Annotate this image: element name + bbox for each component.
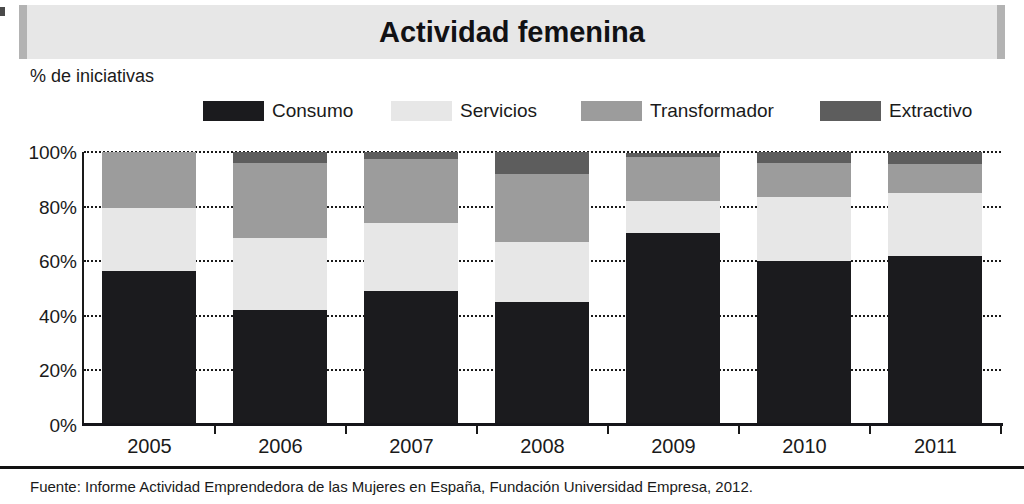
bar-2009 bbox=[626, 153, 720, 425]
x-axis-tick bbox=[738, 426, 740, 434]
legend-label: Transformador bbox=[650, 100, 774, 122]
bar-2011 bbox=[888, 152, 982, 425]
bar-segment-servicios-2007 bbox=[364, 223, 458, 291]
bar-segment-extractivo-2006 bbox=[233, 152, 327, 163]
bar-2010 bbox=[757, 152, 851, 425]
legend-label: Consumo bbox=[272, 100, 353, 122]
bar-segment-transformador-2011 bbox=[888, 164, 982, 193]
bar-slot-2007 bbox=[346, 152, 477, 425]
bar-segment-transformador-2005 bbox=[102, 152, 196, 208]
x-label-2005: 2005 bbox=[84, 435, 215, 458]
x-label-2009: 2009 bbox=[608, 435, 739, 458]
y-axis-title: % de iniciativas bbox=[30, 66, 154, 87]
bar-segment-extractivo-2007 bbox=[364, 152, 458, 159]
bar-segment-servicios-2005 bbox=[102, 208, 196, 271]
legend-swatch-consumo bbox=[203, 101, 264, 121]
bar-segment-consumo-2011 bbox=[888, 256, 982, 425]
legend-item-servicios: Servicios bbox=[391, 99, 537, 123]
bar-slot-2006 bbox=[215, 152, 346, 425]
bar-segment-consumo-2010 bbox=[757, 261, 851, 425]
bar-slot-2010 bbox=[739, 152, 870, 425]
title-banner: Actividad femenina bbox=[19, 5, 1005, 59]
banner-left-cap bbox=[19, 5, 27, 59]
footer-divider bbox=[0, 466, 1024, 469]
bar-segment-transformador-2008 bbox=[495, 174, 589, 242]
bar-segment-extractivo-2009 bbox=[626, 153, 720, 158]
x-axis-tick bbox=[607, 426, 609, 434]
legend-item-transformador: Transformador bbox=[581, 99, 774, 123]
page-title: Actividad femenina bbox=[19, 5, 1005, 59]
x-axis-tick bbox=[476, 426, 478, 434]
bar-2007 bbox=[364, 152, 458, 425]
y-tick-label: 60% bbox=[0, 251, 77, 273]
bar-segment-consumo-2005 bbox=[102, 271, 196, 425]
legend-label: Extractivo bbox=[889, 100, 972, 122]
bar-slot-2009 bbox=[608, 152, 739, 425]
bar-slot-2011 bbox=[870, 152, 1001, 425]
page: Actividad femenina % de iniciativas Cons… bbox=[0, 0, 1024, 504]
y-axis-tick-labels: 0%20%40%60%80%100% bbox=[0, 152, 77, 425]
bar-segment-transformador-2010 bbox=[757, 163, 851, 197]
bar-segment-transformador-2006 bbox=[233, 163, 327, 238]
x-axis-tick bbox=[345, 426, 347, 434]
source-note: Fuente: Informe Actividad Emprendedora d… bbox=[30, 478, 753, 495]
y-tick-label: 0% bbox=[0, 415, 77, 437]
x-label-2011: 2011 bbox=[870, 435, 1001, 458]
bar-segment-extractivo-2011 bbox=[888, 152, 982, 164]
bar-segment-transformador-2009 bbox=[626, 157, 720, 201]
bar-segment-extractivo-2010 bbox=[757, 152, 851, 163]
bar-2006 bbox=[233, 152, 327, 425]
bar-segment-consumo-2009 bbox=[626, 233, 720, 425]
chart-legend: Consumo Servicios Transformador Extractivo bbox=[0, 99, 1024, 123]
legend-swatch-transformador bbox=[581, 101, 642, 121]
y-tick-label: 40% bbox=[0, 306, 77, 328]
bar-segment-transformador-2007 bbox=[364, 159, 458, 223]
stacked-bar-chart: 2005200620072008200920102011 bbox=[84, 152, 1001, 425]
bar-segment-servicios-2009 bbox=[626, 201, 720, 232]
bar-segment-consumo-2008 bbox=[495, 302, 589, 425]
legend-swatch-servicios bbox=[391, 101, 452, 121]
bar-2005 bbox=[102, 152, 196, 425]
bar-segment-servicios-2006 bbox=[233, 238, 327, 310]
y-tick-label: 20% bbox=[0, 360, 77, 382]
x-axis-tick bbox=[869, 426, 871, 434]
bar-2008 bbox=[495, 152, 589, 425]
x-axis-tick bbox=[1000, 426, 1002, 434]
bar-slot-2008 bbox=[477, 152, 608, 425]
y-tick-label: 100% bbox=[0, 142, 77, 164]
legend-swatch-extractivo bbox=[820, 101, 881, 121]
x-label-2010: 2010 bbox=[739, 435, 870, 458]
legend-item-consumo: Consumo bbox=[203, 99, 353, 123]
bar-slot-2005 bbox=[84, 152, 215, 425]
bar-segment-extractivo-2008 bbox=[495, 152, 589, 174]
x-label-2006: 2006 bbox=[215, 435, 346, 458]
bar-segment-servicios-2011 bbox=[888, 193, 982, 256]
y-tick-label: 80% bbox=[0, 197, 77, 219]
x-label-2007: 2007 bbox=[346, 435, 477, 458]
x-axis-line bbox=[82, 423, 1003, 426]
legend-item-extractivo: Extractivo bbox=[820, 99, 972, 123]
x-axis-tick bbox=[214, 426, 216, 434]
x-label-2008: 2008 bbox=[477, 435, 608, 458]
bar-segment-servicios-2008 bbox=[495, 242, 589, 302]
scan-artifact-mark bbox=[0, 7, 5, 16]
bar-segment-consumo-2006 bbox=[233, 310, 327, 425]
legend-label: Servicios bbox=[460, 100, 537, 122]
banner-right-cap bbox=[997, 5, 1005, 59]
bar-segment-consumo-2007 bbox=[364, 291, 458, 425]
bar-segment-servicios-2010 bbox=[757, 197, 851, 261]
